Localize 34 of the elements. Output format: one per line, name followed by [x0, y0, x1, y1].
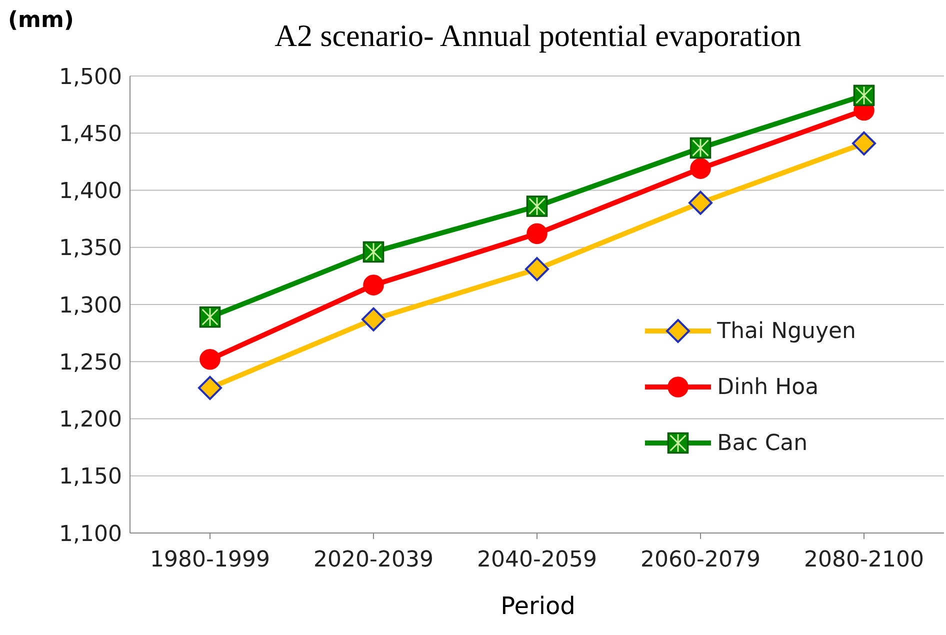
chart-title: A2 scenario- Annual potential evaporation — [274, 18, 802, 54]
y-tick-label: 1,450 — [59, 122, 122, 147]
y-tick-label: 1,100 — [59, 522, 122, 547]
legend-label: Bac Can — [717, 430, 808, 456]
y-axis-title: (mm) — [8, 8, 74, 33]
point — [362, 307, 386, 332]
x-tick-label: 1980-1999 — [150, 548, 270, 573]
point — [525, 257, 549, 282]
y-tick-label: 1,350 — [59, 236, 122, 262]
y-tick-label: 1,150 — [59, 464, 122, 490]
y-tick-label: 1,300 — [59, 293, 122, 318]
x-tick-label: 2040-2059 — [477, 548, 597, 573]
y-tick-label: 1,500 — [59, 64, 122, 90]
y-tick-label: 1,400 — [59, 179, 122, 204]
point — [853, 84, 875, 106]
x-axis-title: Period — [500, 592, 576, 620]
point — [526, 196, 548, 217]
x-tick-label: 2060-2079 — [640, 548, 760, 573]
point — [526, 223, 548, 244]
x-tick-label: 2080-2100 — [804, 548, 924, 573]
point — [362, 241, 384, 263]
x-tick-label: 2020-2039 — [314, 548, 434, 573]
point — [198, 376, 222, 400]
point — [200, 348, 220, 370]
point — [852, 131, 876, 156]
point — [199, 306, 221, 328]
y-tick-label: 1,250 — [59, 350, 122, 376]
legend-label: Thai Nguyen — [717, 318, 856, 344]
y-tick-label: 1,200 — [59, 408, 122, 433]
point — [690, 158, 711, 179]
legend-label: Dinh Hoa — [717, 374, 819, 400]
point — [363, 274, 384, 296]
point — [688, 190, 712, 215]
point — [690, 137, 712, 159]
